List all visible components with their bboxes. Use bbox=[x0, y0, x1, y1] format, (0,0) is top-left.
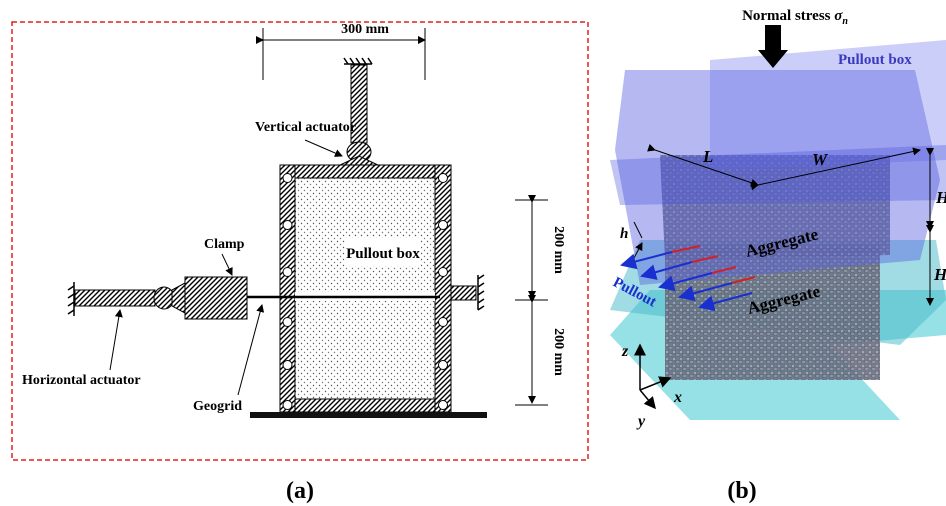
label: H bbox=[933, 265, 946, 284]
axis-label: y bbox=[636, 413, 646, 430]
label: Pullout box bbox=[838, 52, 912, 68]
figure: 300 mm Vertical actuator Pullout box Cla… bbox=[0, 0, 946, 506]
actuator-joint bbox=[154, 287, 174, 309]
panel-b: Normal stress σn Pullout box L W h H H A… bbox=[610, 8, 946, 504]
dimension-label: 200 mm bbox=[551, 328, 566, 376]
box-wall bbox=[435, 165, 451, 412]
label: h bbox=[620, 226, 628, 242]
panel-a: 300 mm Vertical actuator Pullout box Cla… bbox=[12, 22, 588, 504]
clamp bbox=[185, 277, 247, 319]
label: Horizontal actuator bbox=[22, 373, 141, 388]
dimension-label: 300 mm bbox=[341, 22, 389, 37]
subscript: n bbox=[842, 16, 848, 27]
actuator-taper bbox=[172, 283, 185, 313]
label: Clamp bbox=[204, 237, 245, 252]
base bbox=[250, 412, 487, 418]
label: H bbox=[935, 188, 946, 207]
box-wall bbox=[280, 165, 295, 412]
label-text: Normal stress bbox=[742, 8, 831, 24]
label: Normal stress σn bbox=[742, 8, 848, 27]
pointer bbox=[110, 310, 120, 370]
panel-label: (a) bbox=[286, 478, 314, 504]
top-plate bbox=[295, 165, 435, 178]
pointer bbox=[222, 254, 232, 275]
axis-label: z bbox=[621, 343, 629, 360]
label: W bbox=[812, 150, 829, 169]
load-arrow bbox=[765, 25, 781, 50]
label: Pullout box bbox=[346, 246, 420, 262]
label: L bbox=[702, 147, 713, 166]
actuator-rod bbox=[75, 290, 155, 306]
bottom-plate bbox=[295, 399, 435, 412]
stub bbox=[451, 286, 476, 300]
pointer bbox=[305, 140, 342, 156]
soil bbox=[295, 178, 435, 400]
axis-label: x bbox=[673, 389, 682, 406]
dimension-label: 200 mm bbox=[551, 226, 566, 274]
axis bbox=[640, 390, 655, 408]
support bbox=[344, 58, 372, 64]
label: Geogrid bbox=[193, 399, 242, 414]
support bbox=[478, 275, 484, 310]
panel-label: (b) bbox=[727, 478, 756, 504]
label: Vertical actuator bbox=[255, 120, 356, 135]
support bbox=[68, 282, 74, 316]
